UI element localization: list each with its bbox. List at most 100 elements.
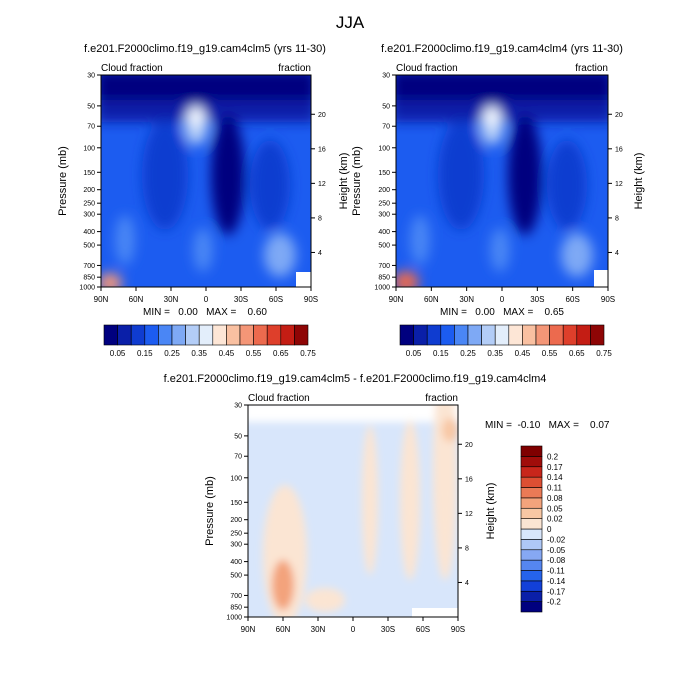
colorbar-label: 0.65 xyxy=(273,349,289,358)
colorbar-swatch xyxy=(399,324,414,346)
y-tick-label: 400 xyxy=(83,229,95,236)
colorbar-label: -0.05 xyxy=(547,546,566,555)
y-tick-label: 150 xyxy=(83,170,95,177)
y-tick-label: 250 xyxy=(378,201,390,208)
colorbar-swatch xyxy=(520,456,543,468)
colorbar-label: -0.17 xyxy=(547,587,566,596)
y-tick-label: 850 xyxy=(83,275,95,282)
x-tick-label: 0 xyxy=(204,295,209,304)
x-tick-label: 60S xyxy=(269,295,283,304)
panel-a-axes: 90N 60N 30N 0 30S 60S 90S 30 50 70 100 150 200 250 300… xyxy=(79,73,325,305)
x-tick-label: 90S xyxy=(451,625,465,634)
colorbar-swatch xyxy=(520,590,543,602)
colorbar-swatch xyxy=(117,324,132,346)
x-tick-label: 60N xyxy=(129,295,144,304)
colorbar-label: 0.65 xyxy=(569,349,585,358)
x-tick-label: 30S xyxy=(381,625,395,634)
panel-c-title: f.e201.F2000climo.f19_g19.cam4clm5 - f.e… xyxy=(164,373,547,385)
panel-b-colorbar: 0.05 0.15 0.25 0.35 0.45 0.55 0.65 0.75 xyxy=(399,324,612,358)
panel-b-right-label: fraction xyxy=(575,63,608,74)
colorbar-swatch xyxy=(520,487,543,499)
y-tick-label: 150 xyxy=(378,170,390,177)
colorbar-swatch xyxy=(103,324,118,346)
y-right-tick-label: 4 xyxy=(465,580,469,587)
colorbar-swatch xyxy=(198,324,214,346)
y-tick-label: 70 xyxy=(87,124,95,131)
colorbar-swatch xyxy=(226,324,241,346)
colorbar-label: 0.55 xyxy=(246,349,262,358)
colorbar-swatch xyxy=(520,476,543,488)
x-tick-label: 0 xyxy=(500,295,505,304)
colorbar-swatch xyxy=(280,324,295,346)
colorbar-swatch xyxy=(266,324,282,346)
panel-c-ylabel-right: Height (km) xyxy=(485,483,497,540)
panel-a-colorbar: 0.05 0.15 0.25 0.35 0.45 0.55 0.65 0.75 xyxy=(103,324,316,358)
y-tick-label: 300 xyxy=(230,542,242,549)
colorbar-label: 0.02 xyxy=(547,515,563,524)
panel-b-left-label: Cloud fraction xyxy=(396,63,458,74)
x-tick-label: 0 xyxy=(351,625,356,634)
colorbar-swatch xyxy=(413,324,428,346)
panel-b-min-max: MIN = 0.00 MAX = 0.65 xyxy=(440,307,564,318)
y-tick-label: 200 xyxy=(230,517,242,524)
colorbar-swatch xyxy=(520,445,543,457)
colorbar-swatch xyxy=(590,324,605,346)
colorbar-label: 0.35 xyxy=(487,349,503,358)
y-right-tick-label: 4 xyxy=(318,250,322,257)
colorbar-label: 0.25 xyxy=(460,349,476,358)
panel-a: f.e201.F2000climo.f19_g19.cam4clm5 (yrs … xyxy=(57,43,350,358)
y-tick-label: 1000 xyxy=(226,615,242,622)
figure-title: JJA xyxy=(336,13,365,32)
y-tick-label: 100 xyxy=(230,475,242,482)
panel-b-ylabel: Pressure (mb) xyxy=(351,146,363,216)
panel-a-min-max: MIN = 0.00 MAX = 0.60 xyxy=(143,307,267,318)
colorbar-swatch xyxy=(508,324,523,346)
panel-a-right-label: fraction xyxy=(278,63,311,74)
colorbar-swatch xyxy=(467,324,482,346)
y-tick-label: 100 xyxy=(378,145,390,152)
x-tick-label: 90N xyxy=(241,625,256,634)
colorbar-swatch xyxy=(253,324,268,346)
panel-c: f.e201.F2000climo.f19_g19.cam4clm5 - f.e… xyxy=(164,373,610,634)
colorbar-swatch xyxy=(576,324,591,346)
x-tick-label: 90S xyxy=(304,295,318,304)
y-right-tick-label: 20 xyxy=(318,112,326,119)
x-tick-label: 60N xyxy=(424,295,439,304)
colorbar-swatch xyxy=(520,539,543,551)
colorbar-swatch xyxy=(522,324,537,346)
panel-c-ylabel: Pressure (mb) xyxy=(204,476,216,546)
y-tick-label: 100 xyxy=(83,145,95,152)
y-tick-label: 50 xyxy=(87,103,95,110)
colorbar-swatch xyxy=(520,497,543,509)
x-tick-label: 30N xyxy=(459,295,474,304)
y-tick-label: 500 xyxy=(378,243,390,250)
colorbar-swatch xyxy=(520,559,543,571)
y-right-tick-label: 4 xyxy=(615,250,619,257)
y-right-tick-label: 12 xyxy=(465,511,473,518)
colorbar-swatch xyxy=(520,570,543,582)
panel-a-ylabel-right: Height (km) xyxy=(338,153,350,210)
colorbar-swatch xyxy=(520,601,543,613)
colorbar-swatch xyxy=(520,518,543,530)
colorbar-label: 0.05 xyxy=(406,349,422,358)
colorbar-swatch xyxy=(520,580,543,592)
colorbar-label: 0.05 xyxy=(110,349,126,358)
y-tick-label: 50 xyxy=(382,103,390,110)
panel-c-right-label: fraction xyxy=(425,393,458,404)
colorbar-label: 0.55 xyxy=(542,349,558,358)
panel-c-colorbar: 0.20.170.140.110.080.050.020-0.02-0.05-0… xyxy=(520,445,566,613)
colorbar-label: 0.14 xyxy=(547,473,563,482)
colorbar-swatch xyxy=(481,324,496,346)
y-tick-label: 700 xyxy=(230,593,242,600)
colorbar-label: 0 xyxy=(547,525,552,534)
y-tick-label: 200 xyxy=(83,187,95,194)
panel-a-left-label: Cloud fraction xyxy=(101,63,163,74)
colorbar-swatch xyxy=(520,466,543,478)
y-right-tick-label: 8 xyxy=(465,545,469,552)
y-tick-label: 30 xyxy=(87,73,95,80)
colorbar-swatch xyxy=(549,324,564,346)
colorbar-swatch xyxy=(158,324,173,346)
x-tick-label: 90S xyxy=(601,295,615,304)
colorbar-label: 0.08 xyxy=(547,494,563,503)
y-right-tick-label: 16 xyxy=(318,146,326,153)
